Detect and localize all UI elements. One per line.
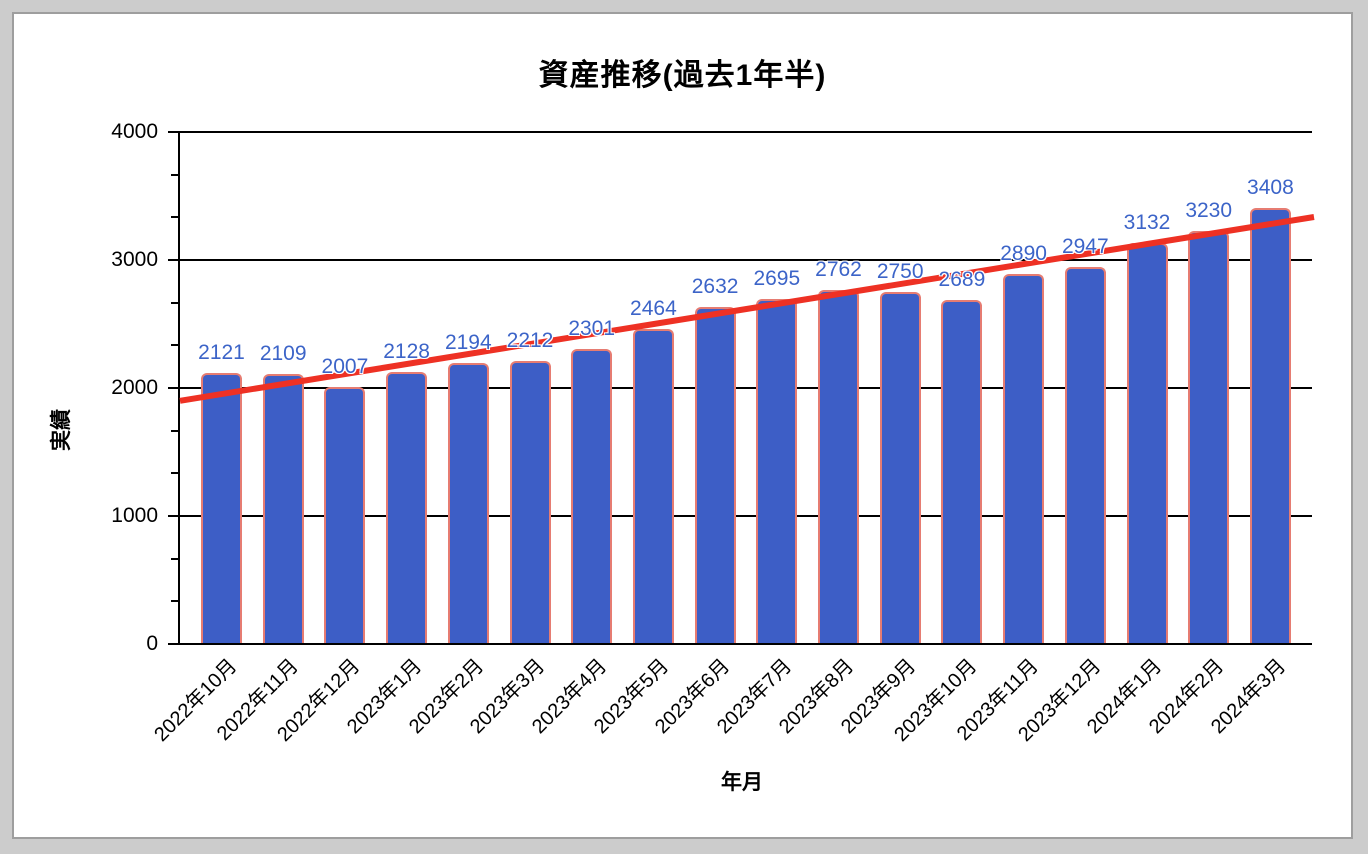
y-minor-tick (171, 344, 180, 347)
y-major-tick (168, 259, 180, 261)
bar-value-label: 2689 (938, 267, 986, 291)
y-major-tick (168, 387, 180, 389)
bar-2023年2月 (447, 363, 489, 644)
bar-2023年8月 (818, 290, 859, 644)
bar-2023年1月 (386, 371, 428, 644)
gridline-4000 (180, 131, 1312, 133)
y-major-tick (168, 131, 180, 133)
bar-2023年3月 (509, 360, 551, 644)
chart-card: 資産推移(過去1年半) 実績 年月 0 1000 2000 3000 4000 2121 2… (12, 12, 1353, 839)
y-tick-label: 4000 (111, 120, 158, 143)
bar-2023年11月 (1003, 274, 1045, 644)
chart-title: 資産推移(過去1年半) (538, 59, 827, 92)
bar-value-label: 2301 (568, 317, 616, 341)
y-minor-tick (171, 301, 180, 304)
y-minor-tick (171, 472, 180, 475)
gridline-0 (180, 643, 1312, 645)
bar-value-label: 2464 (630, 296, 677, 320)
y-minor-tick (171, 557, 180, 560)
bar-2023年4月 (571, 349, 613, 644)
bar-2024年2月 (1188, 230, 1230, 644)
bar-2024年1月 (1126, 243, 1168, 644)
bar-2023年12月 (1064, 266, 1106, 644)
y-tick-label: 2000 (111, 376, 158, 399)
bar-2022年12月 (324, 387, 366, 644)
bar-2022年10月 (201, 372, 242, 644)
y-minor-tick (171, 600, 180, 603)
y-major-tick (168, 643, 180, 645)
gridline-1000 (180, 515, 1312, 517)
bar-value-label: 2947 (1061, 234, 1109, 258)
y-tick-label: 0 (146, 632, 158, 655)
y-minor-tick (171, 429, 180, 432)
bar-2022年11月 (262, 374, 304, 644)
bar-2024年3月 (1249, 207, 1291, 644)
y-tick-label: 1000 (111, 504, 158, 527)
bar-2023年7月 (756, 299, 798, 644)
bar-value-label: 3408 (1247, 175, 1294, 199)
bar-value-label: 3230 (1185, 198, 1233, 222)
y-tick-label: 3000 (111, 248, 158, 271)
bar-2023年10月 (941, 299, 983, 644)
y-minor-tick (171, 173, 180, 176)
x-axis-title: 年月 (721, 771, 763, 794)
y-minor-tick (171, 216, 180, 219)
y-axis-line (178, 132, 180, 645)
y-major-tick (168, 515, 180, 517)
bar-2023年5月 (632, 328, 674, 644)
bar-2023年9月 (879, 292, 921, 644)
asset-trend-chart: 資産推移(過去1年半) 実績 年月 0 1000 2000 3000 4000 2121 2… (14, 14, 1351, 837)
bar-2023年6月 (694, 307, 736, 644)
